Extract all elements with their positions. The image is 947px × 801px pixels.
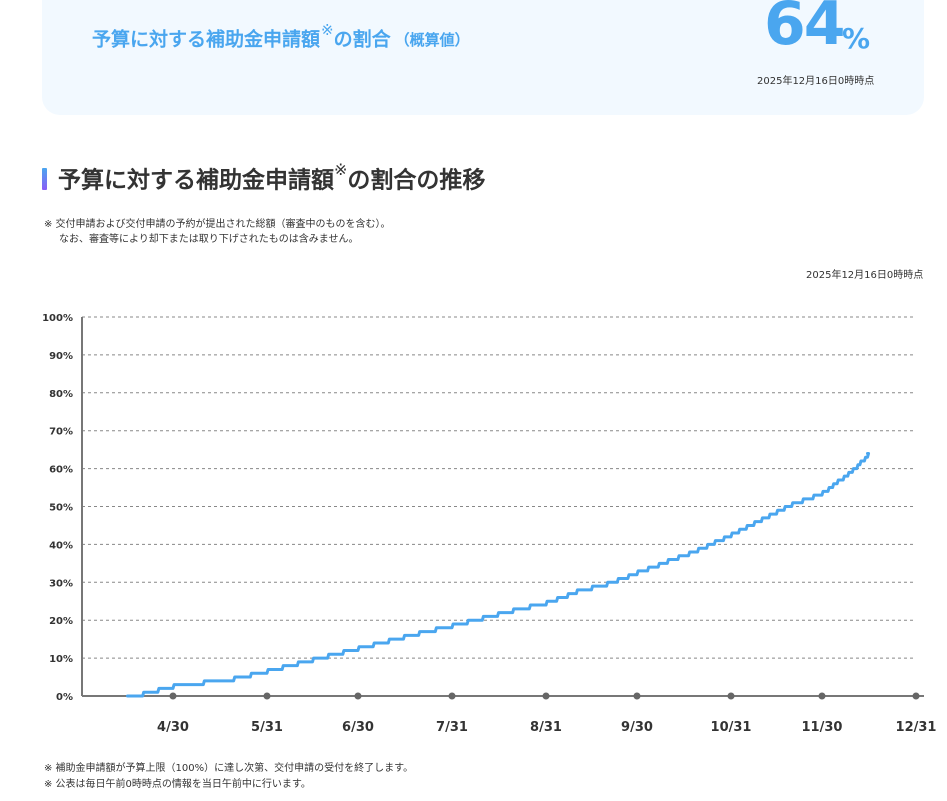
chart-grid [82,316,916,659]
chart-axes [81,317,924,700]
y-tick-label: 10% [49,654,73,665]
x-tick-label: 7/31 [436,720,468,735]
section-note-1: ※ 交付申請および交付申請の予約が提出された総額（審査中のものを含む）。 [44,219,391,230]
chart-x-axis-labels: 4/30 5/31 6/30 7/31 8/31 9/30 10/31 11/30 12/31 [157,720,936,735]
x-tick-label: 10/31 [711,720,752,735]
x-tick-label: 9/30 [621,720,653,735]
x-tick-label: 6/30 [342,720,374,735]
y-tick-label: 70% [49,427,73,438]
summary-label-paren: （概算値） [394,31,470,50]
section-title-mark: ※ [334,160,348,179]
y-tick-label: 60% [49,465,73,476]
chart-series [125,451,871,698]
y-tick-label: 50% [49,503,73,514]
summary-value: 64 [764,0,845,59]
y-tick-label: 90% [49,351,73,362]
x-tick-marker [727,692,735,700]
section-title: 予算に対する補助金申請額※の割合の推移 [58,160,486,195]
x-tick-label: 8/31 [530,720,562,735]
y-tick-label: 100% [42,313,73,324]
x-tick-marker [169,692,177,700]
summary-as-of: 2025年12月16日0時時点 [757,76,875,87]
x-tick-label: 12/31 [896,720,937,735]
y-tick-label: 20% [49,616,73,627]
x-tick-label: 4/30 [157,720,189,735]
summary-label: 予算に対する補助金申請額※の割合 （概算値） [92,23,470,51]
chart-y-axis-labels: 0% 10% 20% 30% 40% 50% 60% 70% 80% 90% 100% [42,313,73,703]
summary-unit: % [842,22,871,55]
x-tick-marker [354,692,362,700]
heading-accent-bar [42,168,47,190]
x-tick-label: 11/30 [802,720,843,735]
x-tick-marker [818,692,826,700]
summary-label-main: 予算に対する補助金申請額 [92,28,321,51]
section-title-tail: の割合の推移 [347,167,486,194]
footer-note-2: ※ 公表は毎日午前0時時点の情報を当日午前中に行います。 [44,779,311,790]
summary-label-tail: の割合 [333,28,391,51]
y-tick-label: 0% [56,692,73,703]
y-tick-label: 30% [49,578,73,589]
series-line [125,451,871,698]
footer-note-1: ※ 補助金申請額が予算上限（100%）に達し次第、交付申請の受付を終了します。 [44,763,414,774]
x-tick-marker [448,692,456,700]
x-tick-marker [633,692,641,700]
chart-as-of: 2025年12月16日0時時点 [806,270,924,281]
x-tick-marker [912,692,920,700]
x-tick-marker [542,692,550,700]
y-tick-label: 40% [49,540,73,551]
y-tick-label: 80% [49,389,73,400]
x-tick-label: 5/31 [251,720,283,735]
line-chart: 0% 10% 20% 30% 40% 50% 60% 70% 80% 90% 100% 4/30 5/… [42,313,936,735]
section-title-main: 予算に対する補助金申請額 [58,167,334,194]
x-tick-marker [263,692,271,700]
section-note-2: なお、審査等により却下または取り下げされたものは含みません。 [59,234,359,245]
summary-card [42,0,924,115]
summary-label-mark: ※ [321,21,334,39]
